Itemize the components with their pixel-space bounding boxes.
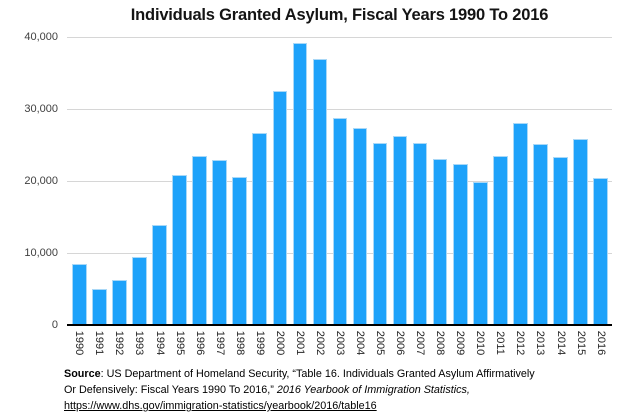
x-tick-label-2014: 2014: [554, 330, 567, 356]
y-tick-label-20,000: 20,000: [24, 174, 58, 187]
bar-1990: [72, 264, 87, 325]
gridline-40,000: [67, 36, 612, 38]
source-citation-italic: 2016 Yearbook of Immigration Statistics,: [276, 384, 470, 396]
bar-1991: [92, 288, 107, 325]
x-tick-label-2002: 2002: [313, 330, 326, 356]
x-tick-label-1999: 1999: [253, 330, 266, 356]
bar-2016: [593, 177, 608, 325]
x-tick-label-1998: 1998: [233, 330, 246, 356]
bar-2006: [392, 135, 408, 325]
bar-2013: [533, 144, 548, 325]
y-tick-label-40,000: 40,000: [24, 30, 58, 43]
x-tick-label-1992: 1992: [113, 330, 126, 356]
x-tick-label-2016: 2016: [594, 330, 607, 356]
gridline-30,000: [67, 108, 612, 110]
x-axis-line: [67, 324, 612, 326]
bar-2008: [432, 159, 448, 325]
bar-2015: [573, 138, 588, 325]
bar-2003: [332, 118, 348, 325]
bar-1998: [232, 177, 247, 325]
bar-2005: [372, 142, 388, 325]
x-tick-label-2015: 2015: [574, 330, 587, 356]
x-tick-label-2008: 2008: [434, 330, 447, 356]
bar-2014: [553, 157, 568, 325]
x-tick-label-1995: 1995: [173, 330, 186, 356]
x-tick-label-2005: 2005: [374, 330, 387, 356]
x-tick-label-2011: 2011: [494, 331, 507, 355]
x-tick-label-2006: 2006: [394, 330, 407, 356]
x-tick-label-1997: 1997: [213, 330, 226, 356]
source-note: Source: US Department of Homeland Securi…: [64, 366, 536, 414]
x-tick-label-2000: 2000: [273, 330, 286, 356]
x-tick-label-2009: 2009: [454, 330, 467, 356]
x-tick-label-2001: 2001: [293, 330, 306, 356]
bar-2000: [272, 91, 288, 325]
y-tick-label-30,000: 30,000: [24, 102, 58, 115]
bar-2009: [452, 164, 468, 325]
bar-1999: [252, 133, 268, 325]
bar-2010: [473, 182, 488, 325]
bar-2012: [513, 123, 528, 325]
x-tick-label-2004: 2004: [354, 330, 366, 356]
x-tick-label-1994: 1994: [153, 330, 166, 356]
bar-2004: [352, 128, 368, 325]
x-tick-label-2012: 2012: [514, 330, 527, 356]
x-tick-label-1993: 1993: [133, 330, 146, 356]
x-tick-label-2007: 2007: [414, 330, 427, 356]
x-tick-label-2010: 2010: [474, 330, 487, 356]
x-tick-label-2003: 2003: [333, 330, 346, 356]
x-tick-label-2013: 2013: [534, 330, 547, 356]
source-link[interactable]: https://www.dhs.gov/immigration-statisti…: [64, 400, 377, 412]
bar-1993: [132, 257, 147, 325]
bar-1997: [212, 159, 227, 325]
y-tick-label-10,000: 10,000: [24, 246, 58, 259]
bar-2001: [292, 43, 308, 325]
plot-area: [67, 36, 612, 326]
bar-2007: [412, 142, 428, 325]
bar-1994: [152, 225, 167, 325]
bar-2011: [493, 155, 508, 325]
x-tick-label-1990: 1990: [73, 330, 86, 356]
x-tick-label-1991: 1991: [93, 330, 106, 356]
bar-1995: [172, 175, 187, 325]
y-tick-label-0: 0: [51, 318, 58, 331]
source-label: Source: [64, 368, 101, 380]
bar-1996: [192, 155, 207, 325]
x-tick-label-1996: 1996: [193, 330, 206, 356]
bar-2002: [312, 59, 328, 325]
bar-1992: [112, 279, 127, 325]
source-text: : US Department of Homeland Security, “T…: [64, 368, 535, 396]
chart-title: Individuals Granted Asylum, Fiscal Years…: [130, 6, 549, 24]
